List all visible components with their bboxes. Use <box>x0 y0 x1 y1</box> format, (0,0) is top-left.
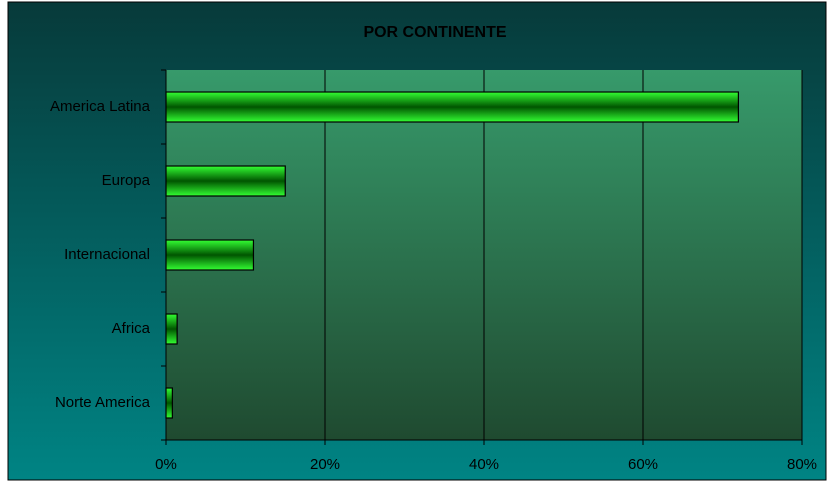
bar <box>165 387 173 419</box>
y-tick-label: Norte America <box>55 394 151 411</box>
x-tick-label: 40% <box>469 456 499 473</box>
x-tick-label: 80% <box>787 456 817 473</box>
y-tick-label: America Latina <box>50 98 151 115</box>
x-tick-label: 20% <box>310 456 340 473</box>
chart-title: POR CONTINENTE <box>363 24 506 41</box>
bar <box>165 313 178 345</box>
x-tick-label: 60% <box>628 456 658 473</box>
x-tick-label: 0% <box>155 456 177 473</box>
bar <box>165 165 286 197</box>
bar <box>165 239 255 271</box>
y-tick-label: Europa <box>102 172 151 189</box>
bar <box>165 91 740 123</box>
y-tick-label: Africa <box>112 320 151 337</box>
y-tick-label: Internacional <box>64 246 150 263</box>
